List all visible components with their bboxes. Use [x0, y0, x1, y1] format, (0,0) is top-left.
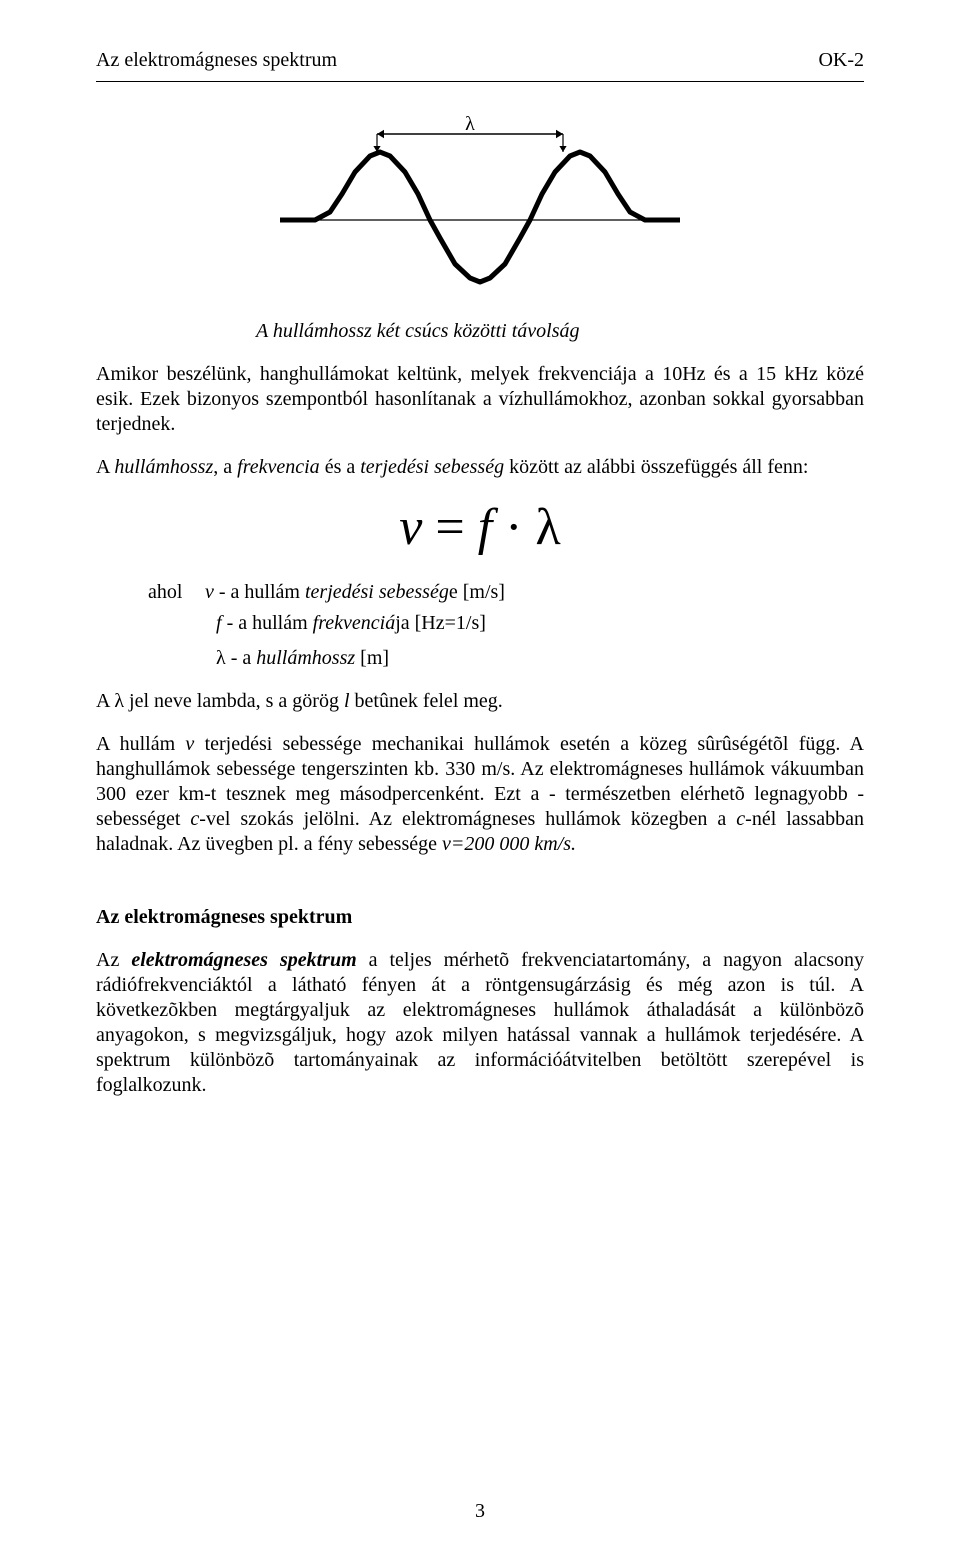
sym-c2: c [736, 808, 745, 830]
sym-v: v [185, 733, 194, 755]
term-em-spectrum: elektromágneses spektrum [131, 949, 356, 971]
eq-lambda: λ [535, 499, 560, 556]
txt: Az [96, 949, 131, 971]
txt: a teljes mérhetõ frekvenciatartomány, a … [96, 949, 864, 1096]
txt: A hullám [96, 733, 185, 755]
txt: [m] [355, 647, 389, 669]
sym-vexpr: v=200 000 km/s. [442, 833, 576, 855]
where-row-f: f - a hullám frekvenciája [Hz=1/s] [216, 611, 864, 636]
txt: között az alábbi összefüggés áll fenn: [504, 456, 808, 478]
txt-em: hullámhossz [256, 647, 355, 669]
txt: és a [320, 456, 361, 478]
txt: A λ jel neve lambda, s a görög [96, 690, 344, 712]
page-header: Az elektromágneses spektrum OK-2 [96, 48, 864, 73]
sym-c: c [190, 808, 199, 830]
txt: ja [Hz=1/s] [395, 612, 486, 634]
where-row-lambda: λ - a hullámhossz [m] [216, 646, 864, 671]
where-block: ahol v - a hullám terjedési sebessége [m… [148, 580, 864, 605]
eq-lhs: v [399, 499, 422, 556]
paragraph-speed: A hullám v terjedési sebessége mechanika… [96, 732, 864, 857]
txt: -vel szokás jelölni. Az elektromágneses … [199, 808, 736, 830]
where-sym-v: v [205, 581, 214, 603]
header-rule [96, 81, 864, 82]
txt-em: frekvenciá [313, 612, 396, 634]
term-wavelength: hullámhossz [114, 456, 213, 478]
txt: - a hullám [214, 581, 305, 603]
header-title-right: OK-2 [818, 48, 864, 73]
equation-v-f-lambda: v = f · λ [96, 502, 864, 554]
txt: betûnek felel meg. [350, 690, 503, 712]
txt: e [m/s] [449, 581, 505, 603]
paragraph-lambda-note: A λ jel neve lambda, s a görög l betûnek… [96, 689, 864, 714]
txt: , a [213, 456, 237, 478]
txt-em: terjedési sebesség [305, 581, 449, 603]
term-speed: terjedési sebesség [360, 456, 504, 478]
txt: - a hullám [222, 612, 313, 634]
eq-dot: · [492, 499, 535, 556]
where-sym-lambda: λ [216, 647, 226, 669]
wavelength-diagram: λ [280, 112, 680, 299]
eq-eq: = [422, 499, 477, 556]
where-lead: ahol [148, 580, 200, 605]
header-title-left: Az elektromágneses spektrum [96, 48, 337, 73]
paragraph-relation: A hullámhossz, a frekvencia és a terjedé… [96, 455, 864, 480]
paragraph-spectrum: Az elektromágneses spektrum a teljes mér… [96, 948, 864, 1098]
diagram-caption: A hullámhossz két csúcs közötti távolság [256, 319, 864, 344]
txt: - a [226, 647, 257, 669]
paragraph-intro: Amikor beszélünk, hanghullámokat keltünk… [96, 362, 864, 437]
wave-svg: λ [280, 112, 680, 292]
eq-f: f [478, 499, 492, 556]
txt: A [96, 456, 114, 478]
svg-text:λ: λ [465, 113, 475, 135]
page-number: 3 [0, 1499, 960, 1524]
term-frequency: frekvencia [237, 456, 320, 478]
section-title-spectrum: Az elektromágneses spektrum [96, 905, 864, 930]
